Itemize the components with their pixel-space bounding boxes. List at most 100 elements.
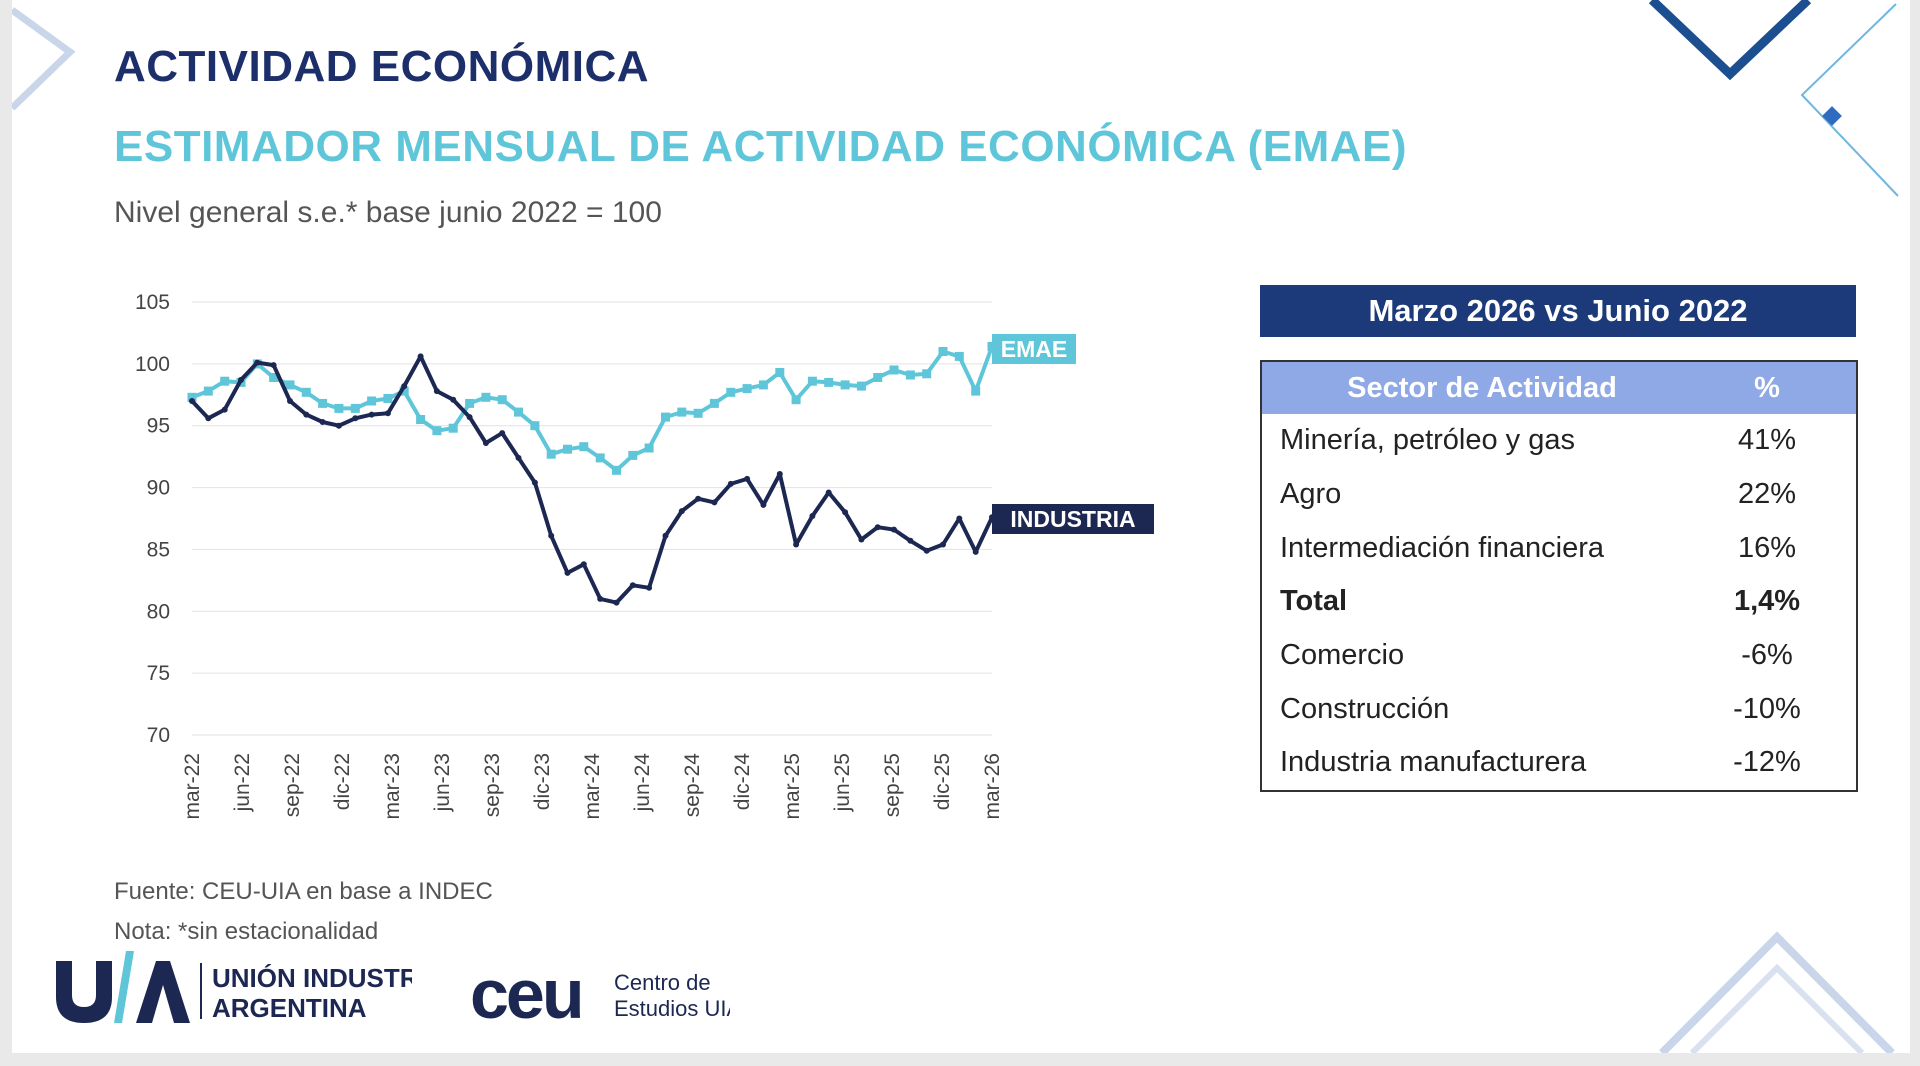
industria-point	[515, 454, 522, 461]
industria-point	[695, 495, 702, 502]
x-tick-label: jun-24	[631, 753, 654, 813]
emae-point	[220, 376, 230, 386]
emae-point	[612, 465, 621, 475]
industria-point	[907, 537, 914, 544]
pct-cell: -10%	[1733, 692, 1801, 725]
x-tick-label: jun-23	[431, 753, 454, 812]
emae-point	[334, 403, 344, 413]
emae-point	[285, 380, 295, 390]
emae-point	[301, 387, 311, 397]
emae-point	[693, 408, 703, 418]
y-tick-label: 80	[147, 600, 170, 623]
y-tick-label: 105	[135, 291, 170, 314]
industria-point	[923, 547, 930, 554]
emae-point	[661, 412, 670, 422]
industria-point	[629, 582, 636, 589]
emae-point	[922, 369, 932, 379]
industria-point	[776, 471, 783, 477]
emae-point	[938, 347, 948, 356]
emae-point	[203, 386, 213, 396]
industria-point	[858, 536, 865, 543]
industria-point	[303, 411, 310, 418]
diamond-decoration	[1822, 106, 1842, 126]
uia-mark-i	[114, 951, 134, 1023]
pct-cell: 1,4%	[1733, 585, 1801, 618]
sector-cell: Comercio	[1280, 639, 1405, 672]
industria-point	[335, 422, 342, 429]
emae-point	[367, 396, 377, 406]
table-row: Industria manufacturera -12%	[1262, 736, 1856, 790]
emae-point	[579, 442, 589, 452]
table-row: Minería, petróleo y gas 41%	[1262, 414, 1856, 468]
emae-point	[726, 387, 736, 397]
chart-y-ticks: 105 100 95 90 85 80 75 70	[135, 291, 170, 747]
industria-point	[548, 532, 555, 539]
left-chevron-decoration	[12, 7, 76, 111]
source-note: Fuente: CEU-UIA en base a INDEC	[114, 878, 493, 905]
industria-point	[401, 383, 408, 390]
sector-cell: Total	[1280, 585, 1348, 618]
emae-point	[791, 395, 801, 405]
table-row: Intermediación financiera 16%	[1262, 521, 1856, 575]
industria-point	[221, 406, 228, 413]
industria-point	[254, 359, 261, 366]
pct-cell: -12%	[1733, 746, 1801, 779]
table-row: Agro 22%	[1262, 468, 1856, 522]
chart-gridlines	[192, 301, 992, 736]
top-right-line-decoration	[1800, 3, 1899, 197]
industria-point	[956, 515, 963, 522]
uia-mark-u	[56, 961, 112, 1023]
emae-point	[187, 392, 197, 402]
footnote: Nota: *sin estacionalidad	[114, 918, 379, 945]
emae-label-box	[992, 334, 1076, 364]
ceu-logo: ceu Centro de Estudios UIA	[470, 960, 730, 1030]
industria-point	[482, 440, 489, 446]
industria-point	[809, 513, 816, 519]
industria-point	[842, 509, 849, 516]
emae-point	[824, 377, 834, 387]
emae-point	[563, 444, 572, 454]
emae-point	[546, 449, 556, 459]
y-tick-label: 70	[147, 724, 170, 747]
industria-label-text: INDUSTRIA	[1010, 506, 1135, 532]
uia-mark-a	[136, 961, 190, 1023]
x-tick-label: sep-24	[681, 753, 704, 818]
chart-caption: Nivel general s.e.* base junio 2022 = 10…	[114, 196, 662, 229]
industria-point	[662, 532, 669, 539]
emae-point	[350, 403, 360, 413]
emae-point	[709, 398, 719, 408]
industria-point	[760, 501, 767, 508]
industria-point	[466, 414, 473, 421]
sector-cell: Minería, petróleo y gas	[1280, 424, 1575, 457]
industria-point	[825, 489, 832, 496]
emae-point	[448, 423, 458, 433]
industria-label-box	[992, 504, 1154, 534]
emae-point	[416, 415, 426, 424]
emae-label-text: EMAE	[1001, 336, 1067, 362]
table-row: Construcción -10%	[1262, 682, 1856, 736]
sector-cell: Construcción	[1280, 692, 1450, 725]
emae-series-line	[191, 345, 994, 473]
industria-point	[678, 508, 685, 515]
industria-point	[564, 569, 571, 576]
x-tick-label: jun-25	[831, 753, 854, 812]
x-tick-label: sep-22	[281, 753, 304, 817]
emae-point	[856, 381, 866, 391]
emae-point	[383, 394, 393, 403]
emae-point	[758, 380, 768, 390]
emae-point	[595, 453, 605, 463]
chart-x-ticks: mar-22 jun-22 sep-22 dic-22 mar-23 jun-23 sep-…	[181, 753, 1004, 820]
bottom-chevron-outer-decoration	[1659, 931, 1895, 1053]
emae-point	[644, 443, 654, 453]
sector-cell: Agro	[1280, 478, 1342, 511]
y-tick-label: 90	[147, 477, 170, 500]
pct-cell: -6%	[1741, 639, 1793, 672]
x-tick-label: mar-23	[381, 753, 404, 820]
emae-point	[677, 407, 687, 417]
y-tick-label: 95	[147, 415, 170, 438]
industria-point	[450, 396, 457, 403]
x-tick-label: sep-25	[881, 753, 904, 817]
industria-point	[189, 398, 195, 404]
emae-point	[628, 450, 638, 460]
industria-point	[744, 475, 751, 482]
